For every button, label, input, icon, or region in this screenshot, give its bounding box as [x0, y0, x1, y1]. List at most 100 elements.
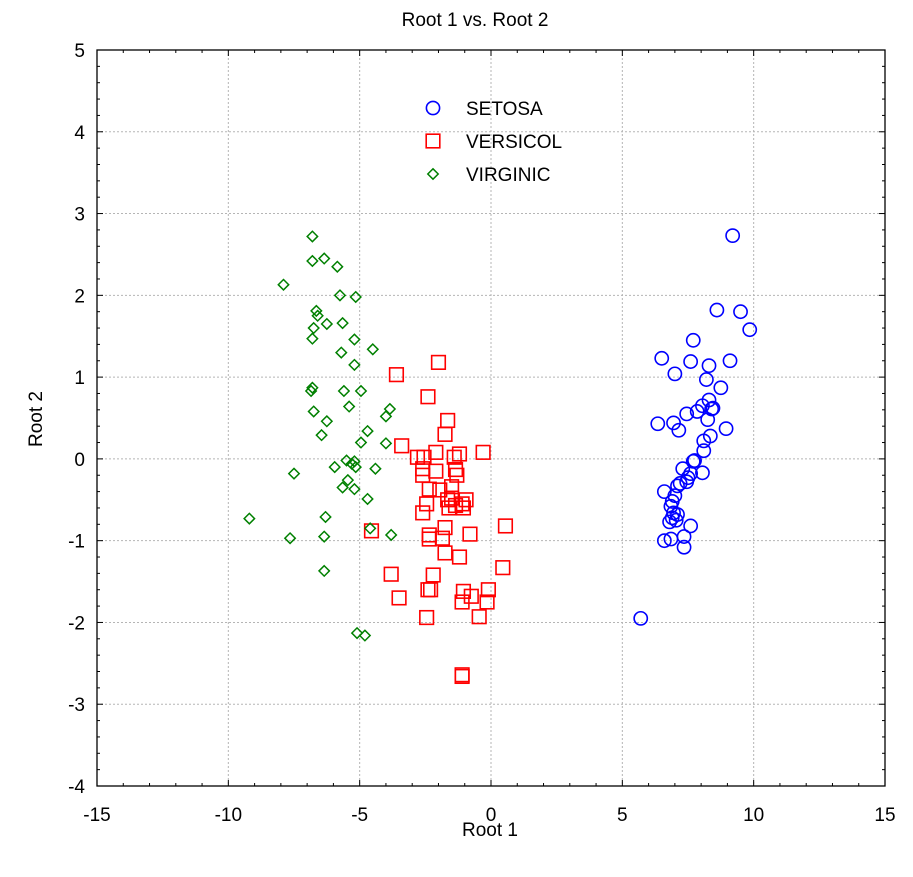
data-point [415, 505, 431, 521]
data-point [306, 230, 319, 243]
data-point [384, 528, 398, 542]
data-point [394, 438, 410, 454]
data-point [388, 367, 405, 383]
data-point [416, 449, 432, 465]
x-tick-label: -15 [83, 805, 110, 826]
data-point [437, 426, 453, 442]
data-point [670, 478, 685, 494]
data-point [455, 500, 472, 516]
data-point [361, 492, 374, 506]
data-point [317, 530, 331, 543]
data-point [243, 512, 256, 525]
data-point [419, 609, 435, 626]
data-point [475, 444, 491, 460]
legend-marker [426, 167, 440, 181]
data-point [446, 449, 462, 465]
data-point [455, 583, 472, 599]
data-point [354, 436, 368, 449]
data-point [310, 304, 323, 318]
data-point [358, 629, 372, 642]
data-point [733, 304, 748, 320]
data-point [440, 492, 456, 508]
data-points [243, 228, 758, 685]
data-point [463, 588, 479, 604]
data-point [479, 594, 495, 610]
data-point [672, 476, 688, 491]
data-point [656, 484, 672, 499]
data-point [361, 424, 374, 438]
data-point [663, 531, 679, 547]
data-point [671, 422, 687, 438]
plot-frame [96, 49, 886, 787]
data-point [679, 406, 695, 422]
legend-label: VERSICOL [466, 132, 562, 153]
data-point [320, 317, 334, 331]
data-point [363, 522, 377, 535]
data-point [458, 492, 474, 508]
data-point [471, 609, 487, 625]
data-point [679, 474, 695, 490]
data-point [391, 590, 407, 606]
data-point [437, 545, 453, 561]
data-point [742, 322, 758, 338]
data-point [342, 400, 356, 413]
data-point [287, 467, 301, 480]
data-point [441, 500, 457, 516]
data-point [348, 482, 361, 496]
data-point [366, 343, 380, 356]
x-tick-label: -10 [215, 805, 242, 826]
data-point [420, 389, 436, 405]
data-point [315, 428, 328, 442]
legend-marker [425, 133, 441, 149]
data-point [320, 415, 334, 428]
y-axis-title: Root 2 [26, 391, 47, 447]
data-point [336, 481, 349, 494]
data-point [654, 350, 670, 366]
data-point [340, 454, 353, 467]
series-versicol [363, 354, 514, 685]
data-point [348, 358, 361, 372]
data-point [718, 421, 734, 437]
data-point [419, 496, 435, 512]
data-point [700, 412, 716, 428]
data-point [451, 446, 468, 462]
y-tick-label: 2 [74, 286, 85, 307]
legend: SETOSA VERSICOL VIRGINIC [425, 99, 562, 186]
data-point [664, 510, 680, 526]
data-point [421, 527, 437, 543]
data-point [437, 519, 453, 536]
data-point [675, 461, 691, 477]
data-point [650, 416, 666, 432]
data-point [348, 333, 361, 346]
x-tick-label: 15 [874, 805, 895, 826]
data-point [328, 460, 341, 474]
data-point [667, 366, 683, 382]
data-point [704, 401, 720, 417]
data-point [331, 260, 344, 273]
data-point [451, 549, 468, 565]
data-point [497, 518, 514, 534]
y-tick-label: 5 [74, 41, 85, 62]
data-point [676, 539, 692, 555]
data-point [683, 354, 699, 369]
x-tick-label: 10 [743, 805, 764, 826]
data-point [283, 531, 297, 545]
data-point [319, 510, 332, 524]
data-point [379, 437, 393, 450]
data-point [449, 467, 465, 483]
data-point [689, 404, 705, 419]
data-point [709, 302, 725, 318]
data-point [656, 533, 672, 549]
data-point [454, 594, 470, 610]
data-point [713, 380, 729, 396]
data-point [354, 384, 368, 398]
data-point [685, 332, 701, 348]
data-point [633, 610, 649, 626]
data-point [462, 526, 478, 542]
data-point [421, 531, 437, 547]
data-point [311, 309, 324, 323]
data-point [369, 462, 382, 475]
chart-title: Root 1 vs. Root 2 [402, 10, 549, 31]
